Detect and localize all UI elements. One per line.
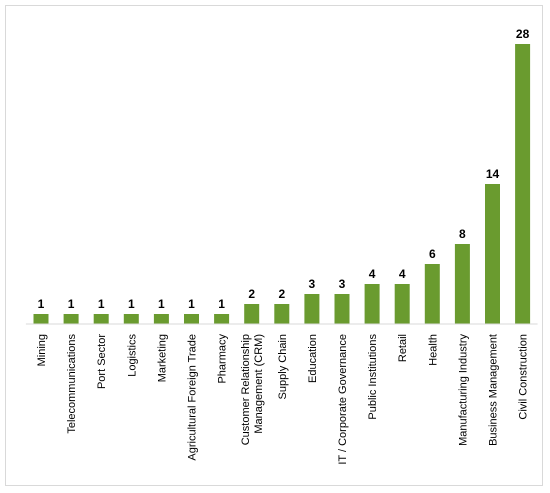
category-label-13: Health bbox=[427, 334, 439, 366]
bar-9 bbox=[304, 294, 320, 324]
bar-chart: 1 1 1 1 1 1 1 2 2 3 3 4 4 6 8 14 28 Mining Telecommunicat… bbox=[25, 27, 538, 465]
category-label-9: Education bbox=[307, 334, 319, 383]
bar-3 bbox=[123, 314, 139, 324]
category-label-11: Public Institutions bbox=[367, 334, 379, 420]
category-label-line: Logistics bbox=[126, 334, 138, 377]
category-label-line: Mining bbox=[36, 334, 48, 366]
category-label-1: Telecommunications bbox=[66, 334, 78, 434]
category-label-15: Business Management bbox=[488, 334, 500, 446]
bar-14 bbox=[454, 244, 470, 324]
category-label-8: Supply Chain bbox=[277, 334, 289, 399]
bar-10 bbox=[334, 294, 350, 324]
category-label-line: Health bbox=[427, 334, 439, 366]
category-label-line: IT / Corporate Governance bbox=[337, 334, 349, 465]
value-label-1: 1 bbox=[68, 297, 75, 311]
category-label-line: Business Management bbox=[488, 334, 500, 446]
bar-8 bbox=[274, 304, 290, 324]
value-label-3: 1 bbox=[128, 297, 135, 311]
category-label-line: Agricultural Foreign Trade bbox=[187, 334, 199, 461]
bar-15 bbox=[485, 184, 500, 324]
category-label-line: Customer Relationship bbox=[240, 334, 252, 445]
bar-4 bbox=[153, 314, 169, 324]
bar-7 bbox=[244, 304, 260, 324]
value-label-2: 1 bbox=[98, 297, 105, 311]
category-label-line: Marketing bbox=[156, 334, 168, 382]
category-label-12: Retail bbox=[397, 334, 409, 362]
bar-11 bbox=[364, 284, 380, 324]
category-label-3: Logistics bbox=[126, 334, 138, 377]
value-label-14: 8 bbox=[459, 227, 466, 241]
bar-1 bbox=[63, 314, 79, 324]
category-label-line: Manufacturing Industry bbox=[457, 334, 469, 446]
value-label-5: 1 bbox=[188, 297, 195, 311]
value-label-12: 4 bbox=[399, 267, 406, 281]
value-label-15: 14 bbox=[486, 167, 500, 181]
category-label-0: Mining bbox=[36, 334, 48, 366]
category-label-7: Customer RelationshipManagement (CRM) bbox=[240, 334, 265, 445]
bar-5 bbox=[184, 314, 199, 324]
value-label-13: 6 bbox=[429, 247, 436, 261]
bar-12 bbox=[394, 284, 410, 324]
category-label-line: Civil Construction bbox=[518, 334, 530, 420]
category-label-line: Pharmacy bbox=[217, 334, 229, 384]
category-label-line: Management (CRM) bbox=[253, 334, 265, 434]
value-label-16: 28 bbox=[516, 27, 530, 41]
value-label-9: 3 bbox=[309, 277, 316, 291]
value-label-0: 1 bbox=[38, 297, 45, 311]
value-label-4: 1 bbox=[158, 297, 165, 311]
category-label-5: Agricultural Foreign Trade bbox=[187, 334, 199, 461]
category-label-line: Public Institutions bbox=[367, 334, 379, 420]
category-label-4: Marketing bbox=[156, 334, 168, 382]
value-label-8: 2 bbox=[278, 287, 285, 301]
category-label-10: IT / Corporate Governance bbox=[337, 334, 349, 465]
value-label-11: 4 bbox=[369, 267, 376, 281]
chart-frame: 1 1 1 1 1 1 1 2 2 3 3 4 4 6 8 14 28 Mining Telecommunicat… bbox=[5, 5, 543, 486]
category-label-line: Retail bbox=[397, 334, 409, 362]
category-label-16: Civil Construction bbox=[518, 334, 530, 420]
value-label-7: 2 bbox=[248, 287, 255, 301]
value-labels-layer: 1 1 1 1 1 1 1 2 2 3 3 4 4 6 8 14 28 bbox=[38, 27, 530, 311]
category-label-6: Pharmacy bbox=[217, 334, 229, 384]
value-label-10: 3 bbox=[339, 277, 346, 291]
category-label-line: Supply Chain bbox=[277, 334, 289, 399]
category-label-line: Education bbox=[307, 334, 319, 383]
bar-2 bbox=[93, 314, 109, 324]
category-label-line: Port Sector bbox=[96, 334, 108, 389]
value-label-6: 1 bbox=[218, 297, 225, 311]
bar-13 bbox=[424, 264, 440, 324]
category-label-2: Port Sector bbox=[96, 334, 108, 389]
category-label-line: Telecommunications bbox=[66, 334, 78, 434]
bars-layer bbox=[33, 44, 531, 324]
category-labels-layer: Mining Telecommunications Port Sector Logis… bbox=[36, 334, 530, 465]
bar-6 bbox=[214, 314, 230, 324]
bar-16 bbox=[515, 44, 531, 324]
category-label-14: Manufacturing Industry bbox=[457, 334, 469, 446]
bar-0 bbox=[33, 314, 49, 324]
